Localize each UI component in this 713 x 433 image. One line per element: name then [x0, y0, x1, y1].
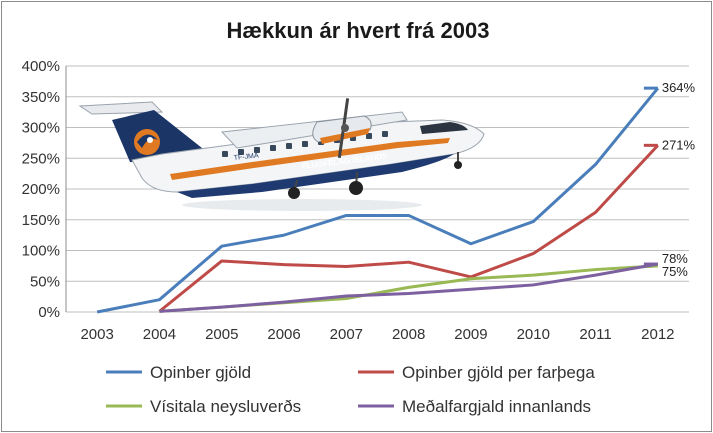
series-line [96, 87, 660, 314]
legend-label: Opinber gjöld [150, 363, 251, 382]
x-tick-label: 2005 [205, 326, 238, 343]
y-tick-label: 300% [22, 120, 60, 137]
data-label: 75% [662, 264, 688, 279]
x-tick-label: 2010 [517, 326, 550, 343]
legend-item: Meðalfargjald innanlands [358, 397, 591, 416]
y-tick-label: 250% [22, 150, 60, 167]
x-tick-label: 2011 [579, 326, 611, 343]
chart-title: Hækkun ár hvert frá 2003 [227, 18, 490, 43]
x-tick-label: 2004 [143, 326, 176, 343]
y-tick-label: 350% [22, 89, 60, 106]
x-tick-label: 2003 [80, 326, 113, 343]
legend-label: Opinber gjöld per farþega [402, 363, 595, 382]
series-line [158, 144, 659, 313]
x-axis: 2003 2004 2005 2006 2007 2008 2009 2010 2011 2012 [80, 326, 674, 343]
y-tick-label: 50% [30, 273, 60, 290]
x-tick-label: 2009 [454, 326, 487, 343]
series-line [159, 264, 658, 313]
legend-item: Opinber gjöld per farþega [358, 363, 595, 382]
data-label: 271% [662, 137, 696, 152]
airplane-photo: TF-JMA FLUGFÉLAG ÍSLANDS [78, 98, 485, 211]
legend-label: Meðalfargjald innanlands [402, 397, 591, 416]
y-tick-label: 150% [22, 212, 60, 229]
data-label: 78% [662, 251, 688, 266]
legend-item: Vísitala neysluverðs [106, 397, 301, 416]
y-axis: 0% 50% 100% 150% 200% 250% 300% 350% 400% [22, 58, 67, 321]
x-tick-label: 2012 [641, 326, 674, 343]
series-layer: 364% 271% 75%78% [96, 80, 696, 314]
y-tick-label: 100% [22, 243, 60, 260]
data-label: 364% [662, 80, 696, 95]
legend-label: Vísitala neysluverðs [150, 397, 301, 416]
legend-item: Opinber gjöld [106, 363, 251, 382]
x-tick-label: 2007 [330, 326, 363, 343]
x-tick-label: 2006 [267, 326, 300, 343]
y-tick-label: 400% [22, 58, 60, 75]
legend: Opinber gjöld Opinber gjöld per farþega Ví… [106, 363, 595, 416]
x-tick-label: 2008 [392, 326, 425, 343]
series-line [159, 262, 659, 313]
y-tick-label: 200% [22, 181, 60, 198]
y-tick-label: 0% [38, 304, 60, 321]
svg-text:TF-JMA: TF-JMA [233, 152, 259, 162]
